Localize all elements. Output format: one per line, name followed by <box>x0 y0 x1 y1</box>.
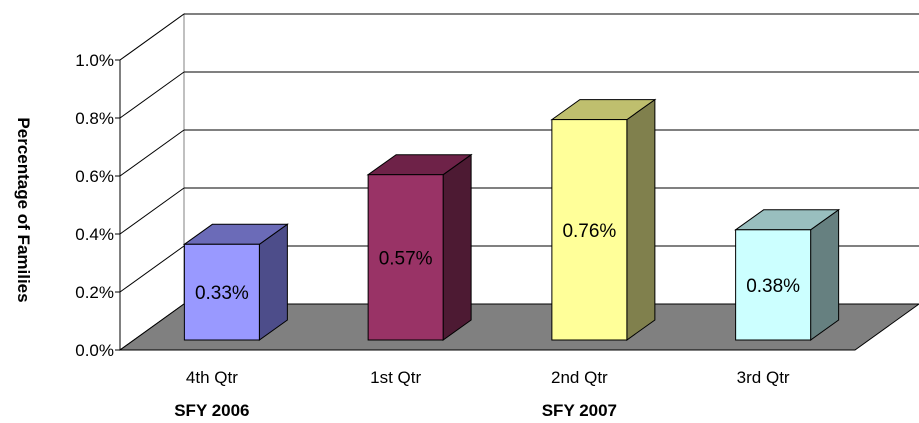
gridline-side <box>119 245 185 293</box>
y-tick-label: 0.0% <box>75 341 114 360</box>
gridline-side <box>119 187 185 235</box>
data-label: 0.33% <box>195 283 249 304</box>
gridline-side <box>119 129 185 177</box>
bar-side <box>810 208 840 341</box>
y-axis: 0.0% 0.2% 0.4% 0.6% 0.8% 1.0% <box>75 51 121 360</box>
x-tick-label: 1st Qtr <box>370 368 421 387</box>
bar <box>551 119 628 341</box>
floor-plane <box>118 303 919 351</box>
y-tick-label: 0.8% <box>75 109 114 128</box>
data-label: 0.38% <box>746 276 800 297</box>
bar <box>367 174 444 341</box>
gridline-side <box>119 13 185 61</box>
bar <box>735 229 812 341</box>
bar-side <box>442 153 472 341</box>
bar <box>183 243 260 341</box>
x-tick-label: 3rd Qtr <box>737 368 790 387</box>
y-axis-label: Percentage of Families <box>14 117 33 302</box>
group-label: SFY 2006 <box>174 401 249 420</box>
bars: 0.33% 0.57% 0.76% 0.38% <box>182 98 841 341</box>
category-labels: 4th Qtr 1st Qtr 2nd Qtr 3rd Qtr SFY 2006 SFY … <box>174 368 790 420</box>
side-wall <box>119 13 185 351</box>
x-tick-label: 4th Qtr <box>186 368 238 387</box>
y-tick-label: 0.4% <box>75 225 114 244</box>
gridline-side <box>119 71 185 119</box>
y-tick-label: 1.0% <box>75 51 114 70</box>
y-tick-label: 0.6% <box>75 167 114 186</box>
bar-side <box>626 98 656 341</box>
data-label: 0.76% <box>562 221 616 242</box>
chart-floor <box>118 303 919 351</box>
data-label: 0.57% <box>379 248 433 269</box>
y-tick-label: 0.2% <box>75 283 114 302</box>
x-tick-label: 2nd Qtr <box>551 368 608 387</box>
group-label: SFY 2007 <box>542 401 617 420</box>
